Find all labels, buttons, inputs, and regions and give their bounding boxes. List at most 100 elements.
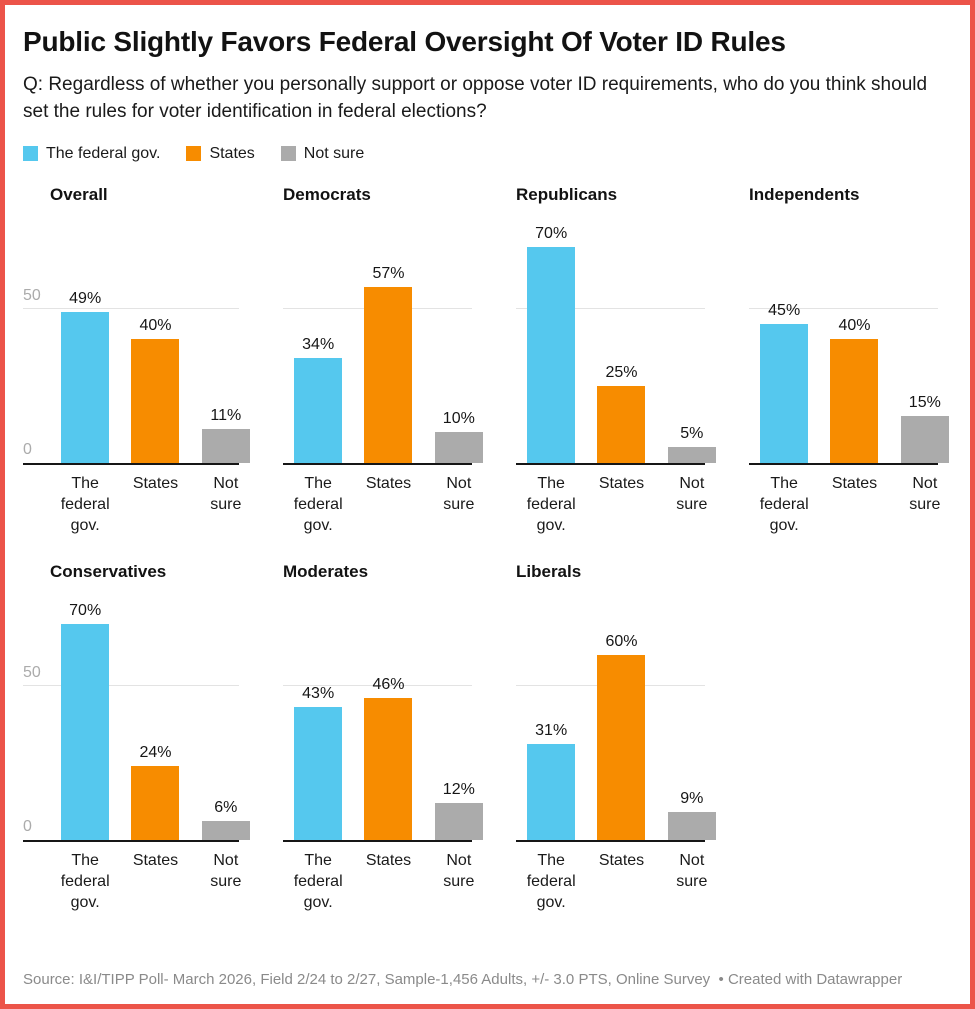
bar-column-the-federal-gov-: 70% — [516, 215, 586, 463]
bar-the-federal-gov- — [760, 323, 809, 463]
source-text: Source: I&I/TIPP Poll- March 2026, Field… — [23, 971, 711, 988]
bullet-separator: • — [718, 971, 724, 988]
legend-swatch-not-sure — [280, 146, 296, 162]
legend-item-federal: The federal gov. — [23, 145, 160, 163]
legend-label: States — [209, 144, 255, 162]
bar-states — [131, 339, 180, 463]
bar-column-states: 46% — [353, 592, 423, 840]
bars-group: 45% 40% 15% — [749, 215, 960, 463]
bar-column-the-federal-gov-: 43% — [283, 592, 353, 840]
x-axis-line — [516, 462, 705, 465]
bar-column-states: 24% — [120, 592, 190, 840]
bars-group: 49% 40% 11% — [50, 215, 261, 463]
category-label-states: States — [598, 851, 645, 869]
bar-value-label: 60% — [605, 632, 638, 650]
bars-group: 31% 60% 9% — [516, 592, 727, 840]
category-label-the-federal-gov-: The federal gov. — [526, 851, 576, 911]
bar-value-label: 31% — [535, 722, 568, 740]
bar-column-the-federal-gov-: 70% — [50, 592, 120, 840]
category-label-states: States — [365, 474, 412, 492]
panel-title: Conservatives — [50, 561, 167, 581]
category-label-not-sure: Not sure — [210, 851, 242, 890]
panel-plot: 70% 25% 5% — [516, 215, 727, 465]
category-label-not-sure: Not sure — [909, 474, 941, 513]
panel-liberals: Liberals 31% 60% 9% The federal gov. States No… — [516, 562, 749, 913]
bar-column-states: 57% — [353, 215, 423, 463]
bar-value-label: 46% — [372, 675, 405, 693]
bar-value-label: 45% — [768, 301, 801, 319]
bar-value-label: 10% — [442, 409, 475, 427]
datawrapper-attribution[interactable]: Created with Datawrapper — [727, 971, 903, 988]
bar-not-sure — [667, 811, 716, 840]
panel-title: Overall — [50, 184, 108, 204]
bar-column-not-sure: 9% — [657, 592, 727, 840]
bar-value-label: 43% — [302, 685, 335, 703]
category-label-states: States — [365, 851, 412, 869]
chart-subtitle: Q: Regardless of whether you personally … — [23, 73, 928, 122]
chart-title: Public Slightly Favors Federal Oversight… — [23, 26, 786, 57]
category-label-the-federal-gov-: The federal gov. — [759, 474, 809, 534]
legend-swatch-states — [186, 146, 202, 162]
panel-row-2: Conservatives 50 0 70% 24% 6% The federal gov.… — [23, 562, 952, 913]
bar-value-label: 49% — [69, 289, 102, 307]
bar-column-not-sure: 15% — [890, 215, 960, 463]
category-label-not-sure: Not sure — [210, 474, 242, 513]
bar-column-not-sure: 6% — [191, 592, 261, 840]
bar-value-label: 70% — [535, 224, 568, 242]
legend: The federal gov. States Not sure — [23, 145, 952, 163]
bars-group: 70% 24% 6% — [50, 592, 261, 840]
panel-plot: 34% 57% 10% — [283, 215, 494, 465]
bars-group: 70% 25% 5% — [516, 215, 727, 463]
gridline-50 — [23, 307, 239, 309]
panel-title: Republicans — [516, 184, 618, 204]
category-labels: The federal gov. States Not sure — [50, 473, 261, 536]
panel-democrats: Democrats 34% 57% 10% The federal gov. States… — [283, 185, 516, 536]
x-axis-line — [23, 839, 239, 842]
bar-column-the-federal-gov-: 45% — [749, 215, 819, 463]
gridline-50 — [749, 307, 938, 309]
bar-value-label: 12% — [442, 780, 475, 798]
category-label-states: States — [831, 474, 878, 492]
panel-independents: Independents 45% 40% 15% The federal gov. Sta… — [749, 184, 970, 536]
category-label-states: States — [132, 474, 179, 492]
panels-grid: Overall 50 0 49% 40% 11% The federal gov. State… — [23, 185, 952, 913]
bar-value-label: 9% — [680, 789, 704, 807]
bar-not-sure — [201, 821, 250, 840]
bar-value-label: 70% — [69, 601, 102, 619]
bar-states — [364, 286, 413, 463]
legend-label: The federal gov. — [46, 144, 161, 162]
category-labels: The federal gov. States Not sure — [283, 473, 494, 536]
panel-title: Liberals — [516, 561, 582, 581]
category-labels: The federal gov. States Not sure — [516, 850, 727, 913]
bar-column-the-federal-gov-: 31% — [516, 592, 586, 840]
bar-column-the-federal-gov-: 49% — [50, 215, 120, 463]
gridline-50 — [283, 684, 472, 686]
bar-not-sure — [434, 431, 483, 463]
y-tick-label: 0 — [23, 817, 32, 835]
bars-group: 34% 57% 10% — [283, 215, 494, 463]
category-label-the-federal-gov-: The federal gov. — [293, 474, 343, 534]
bar-column-not-sure: 10% — [424, 215, 494, 463]
category-labels: The federal gov. States Not sure — [50, 850, 261, 913]
bar-column-not-sure: 12% — [424, 592, 494, 840]
bar-column-states: 40% — [819, 215, 889, 463]
x-axis-line — [283, 462, 472, 465]
source-note: Source: I&I/TIPP Poll- March 2026, Field… — [23, 969, 952, 990]
gridline-50 — [23, 684, 239, 686]
panel-title: Democrats — [283, 184, 371, 204]
legend-item-states: States — [186, 144, 255, 163]
gridline-50 — [516, 307, 705, 309]
panel-overall: Overall 50 0 49% 40% 11% The federal gov. State… — [23, 185, 283, 536]
bar-value-label: 11% — [210, 406, 242, 424]
bar-column-not-sure: 5% — [657, 215, 727, 463]
panel-moderates: Moderates 43% 46% 12% The federal gov. States… — [283, 562, 516, 913]
category-label-the-federal-gov-: The federal gov. — [293, 851, 343, 911]
y-tick-label: 50 — [23, 663, 41, 681]
bar-value-label: 40% — [838, 317, 871, 335]
panel-title: Independents — [749, 184, 860, 204]
category-label-states: States — [132, 851, 179, 869]
panel-plot: 45% 40% 15% — [749, 215, 960, 465]
bar-value-label: 6% — [214, 799, 238, 817]
legend-label: Not sure — [303, 144, 365, 162]
